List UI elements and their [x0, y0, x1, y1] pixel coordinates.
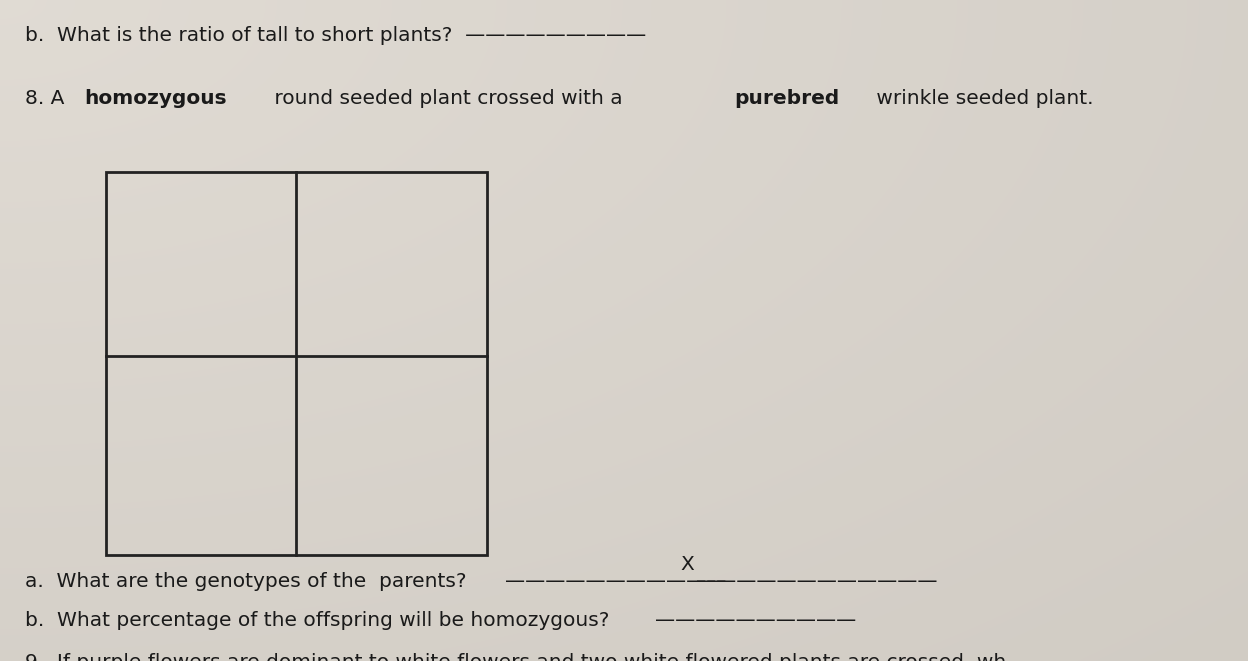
- Text: round seeded plant crossed with a: round seeded plant crossed with a: [268, 89, 629, 108]
- Text: 9.  If purple flowers are dominant to white flowers and two white flowered plant: 9. If purple flowers are dominant to whi…: [25, 653, 1006, 661]
- Text: homozygous: homozygous: [84, 89, 227, 108]
- Text: purebred: purebred: [734, 89, 839, 108]
- Text: ————————————: ————————————: [696, 572, 938, 591]
- Text: b.  What is the ratio of tall to short plants?  —————————: b. What is the ratio of tall to short pl…: [25, 26, 646, 46]
- Text: b.  What percentage of the offspring will be homozygous?: b. What percentage of the offspring will…: [25, 611, 609, 631]
- Text: 8. A: 8. A: [25, 89, 71, 108]
- Text: X: X: [680, 555, 694, 574]
- Text: ——————————: ——————————: [655, 611, 856, 631]
- Bar: [106, 172, 487, 555]
- Text: a.  What are the genotypes of the  parents?: a. What are the genotypes of the parents…: [25, 572, 467, 591]
- Text: ———————————: ———————————: [505, 572, 726, 591]
- Text: wrinkle seeded plant.: wrinkle seeded plant.: [870, 89, 1093, 108]
